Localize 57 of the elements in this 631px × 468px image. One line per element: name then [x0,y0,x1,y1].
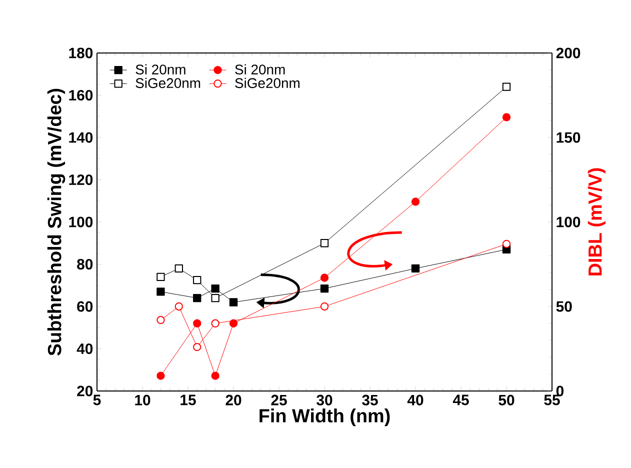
point [320,239,329,248]
x-tick-label: 30 [316,394,332,406]
point [193,294,202,302]
y-tick-label: 100 [69,216,93,228]
x-tick-label: 10 [135,394,150,406]
point [211,372,220,380]
y2-tick-label: 100 [556,216,580,228]
x-axis-title: Fin Width (nm) [260,408,390,426]
x-tick-label: 35 [362,394,378,406]
point [193,319,202,328]
y-tick-label: 120 [69,174,93,186]
legend-label: SiGe20nm [136,78,200,88]
point [502,82,511,91]
point [211,294,220,302]
point [320,284,329,293]
y2-tick-label: 0 [556,386,564,396]
point [211,319,220,328]
point [411,264,420,273]
y-tick-label: 40 [76,343,93,354]
point [174,302,183,311]
x-tick-label: 40 [407,394,424,406]
y2-tick-label: 200 [556,48,580,58]
y2-axis-title: DIBL (mV/V) [588,168,606,276]
point [502,113,511,122]
legend-label: SiGe20nm [235,78,300,88]
point [193,276,202,284]
point [229,319,238,328]
y2-tick-label: 150 [556,132,580,143]
x-tick-label: 55 [544,394,560,406]
y2-tick-label: 50 [556,301,572,312]
y-tick-label: 20 [77,386,93,396]
x-tick-label: 15 [180,394,196,406]
y-tick-label: 80 [77,258,93,270]
y-tick-label: 140 [69,132,93,143]
point [229,298,238,306]
x-tick-label: 45 [452,394,469,406]
y-tick-label: 60 [77,301,93,312]
point [502,240,511,248]
x-tick-label: 20 [226,394,242,406]
point [156,272,165,281]
y-tick-label: 160 [69,90,93,101]
point [193,342,202,352]
point [174,264,183,273]
legend-label: Si 20nm [136,64,186,74]
point [156,288,165,296]
point [411,198,420,206]
point [320,274,329,282]
y-axis-title: Subthreshold Swing (mV/dec) [47,88,66,356]
x-tick-label: 5 [93,394,101,406]
legend-label: Si 20nm [235,64,285,74]
x-tick-label: 50 [498,394,514,406]
point [320,302,329,311]
point [211,284,220,293]
point [156,372,165,380]
x-tick-label: 25 [271,394,287,406]
point [156,316,165,324]
y-tick-label: 180 [69,48,93,58]
